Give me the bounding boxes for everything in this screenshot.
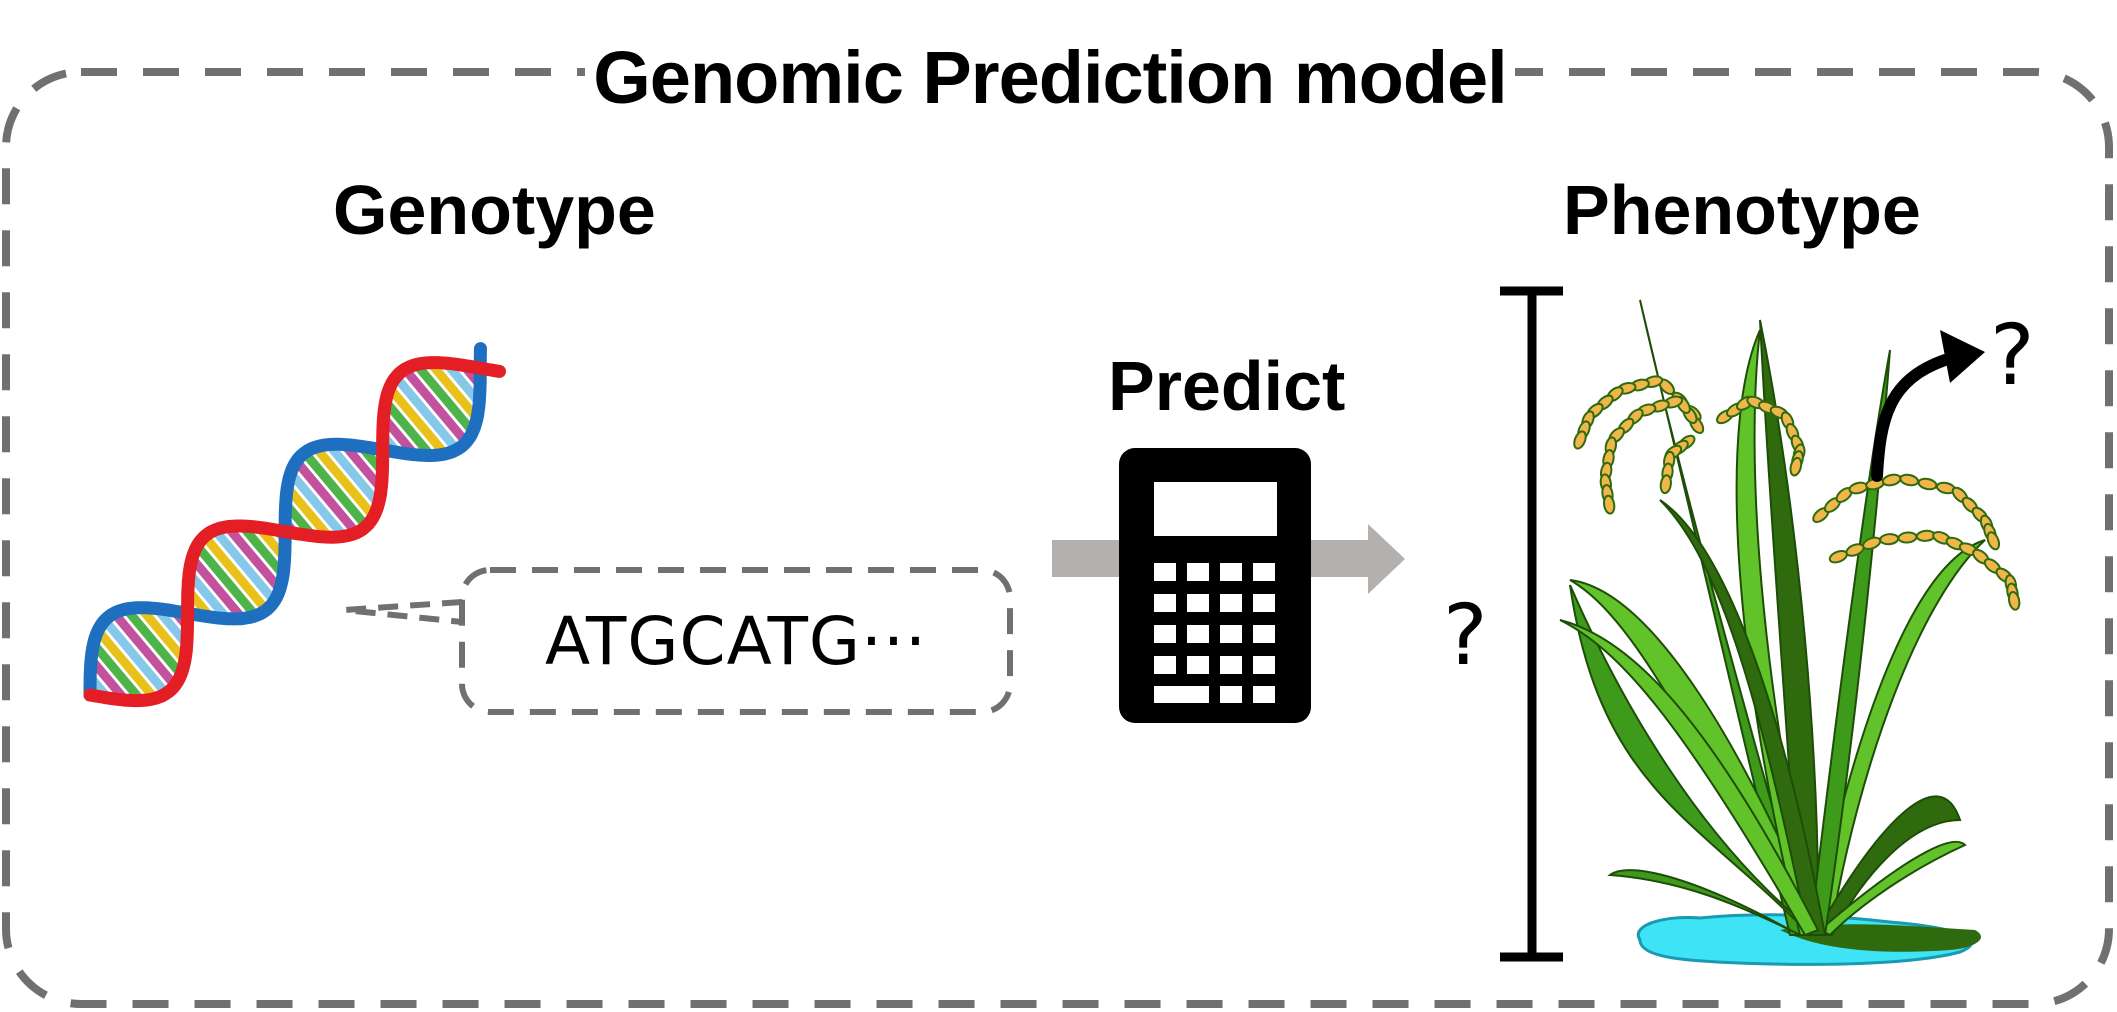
sequence-text: ATGCATG··· — [545, 602, 927, 680]
genotype-label: Genotype — [333, 171, 656, 249]
sequence-bubble — [344, 567, 1013, 715]
dna-helix-icon — [83, 342, 506, 708]
phenotype-label: Phenotype — [1563, 171, 1921, 249]
predict-label: Predict — [1108, 347, 1346, 425]
diagram-title: Genomic Prediction model — [585, 38, 1515, 118]
height-bar-icon — [1500, 286, 1563, 962]
rice-plant-icon — [1559, 299, 2021, 966]
height-question-mark: ? — [1443, 586, 1488, 684]
curved-arrow-icon — [1871, 330, 1985, 482]
growth-question-mark: ? — [1990, 306, 2035, 404]
calculator-icon — [1119, 448, 1311, 723]
